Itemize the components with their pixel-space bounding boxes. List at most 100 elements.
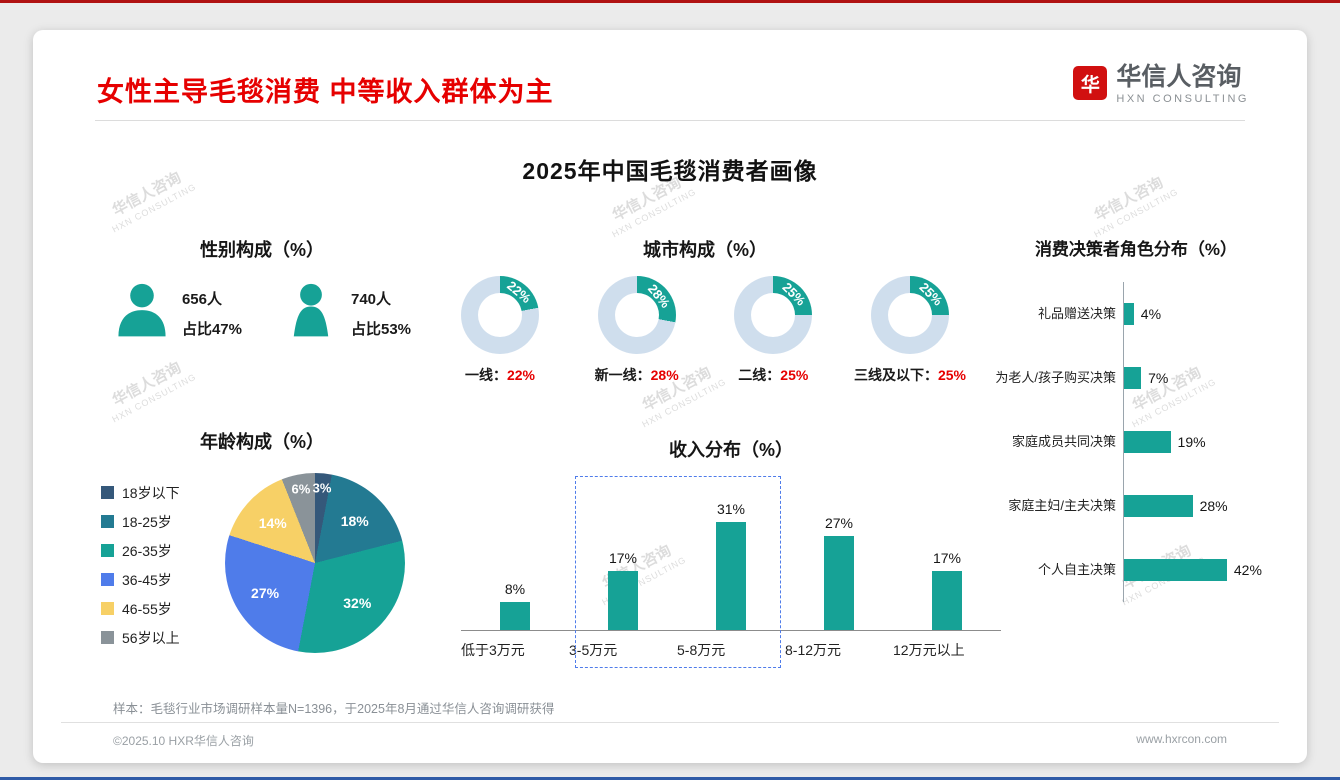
donut-caption: 三线及以下：25% (854, 365, 966, 385)
decision-row: 家庭主妇/主夫决策 28% (981, 474, 1291, 538)
donut-caption-label: 新一线： (594, 367, 651, 383)
donut-hole (751, 293, 796, 337)
donut-chart: 28% (597, 276, 676, 354)
gender-section: 性别构成（%） 656人占比47% 740人占比53% (97, 236, 427, 347)
age-section: 年龄构成（%） 18岁以下 18-25岁 26-35岁 36-45岁 46-55岁 56岁… (97, 428, 427, 710)
income-section: 收入分布（%） 8% 17% 31% 27% 17% 低于3万元 3-5万元 5-8万元 8-… (461, 436, 1001, 668)
legend-swatch (101, 544, 114, 557)
decision-section-title: 消费决策者角色分布（%） (1034, 240, 1238, 259)
footer-copyright: ©2025.10 HXR华信人咨询 (113, 734, 254, 748)
decision-category-label: 为老人/孩子购买决策 (995, 369, 1116, 385)
bottom-accent-bar (0, 777, 1340, 780)
sample-footnote: 样本：毛毯行业市场调研样本量N=1396，于2025年8月通过华信人咨询调研获得 (113, 702, 555, 716)
watermark-subtext: HXN CONSULTING (1092, 186, 1180, 240)
donut-chart: 22% (461, 276, 539, 354)
income-bar (716, 521, 746, 630)
gender-count: 740人 (351, 291, 392, 308)
pie-slice-label: 3% (312, 480, 332, 496)
income-bar-slot: 17% (569, 549, 677, 630)
decision-bar-area: 19% (1123, 410, 1291, 474)
decision-bar-area: 28% (1123, 474, 1291, 538)
donut-caption: 新一线：28% (595, 365, 679, 385)
legend-swatch (101, 602, 114, 615)
donut-block: 25% 二线：25% (708, 276, 838, 385)
legend-swatch (101, 631, 114, 644)
donut-block: 22% 一线：22% (435, 276, 565, 385)
income-bar (608, 570, 638, 630)
decision-value-label: 28% (1199, 498, 1228, 514)
donut-caption-label: 二线： (738, 367, 781, 383)
income-bar (932, 570, 962, 630)
income-value-label: 27% (824, 514, 854, 531)
gender-share: 占比47% (181, 321, 242, 338)
income-section-title: 收入分布（%） (668, 440, 793, 460)
age-section-title: 年龄构成（%） (199, 432, 324, 452)
income-category-label: 12万元以上 (893, 642, 965, 658)
header-divider (95, 120, 1245, 121)
donut-hole (614, 293, 659, 337)
decision-value-label: 42% (1233, 562, 1262, 578)
pie-slice-label: 14% (258, 515, 287, 532)
logo-icon: 华 (1073, 66, 1108, 100)
logo: 华 华信人咨询 HXN CONSULTING (1073, 64, 1249, 105)
decision-value-label: 7% (1148, 370, 1169, 386)
pie-slice-label: 32% (343, 594, 372, 611)
donut-caption-value: 22% (506, 367, 536, 383)
donut-caption: 二线：25% (738, 365, 808, 385)
income-category-label: 3-5万元 (569, 642, 618, 658)
legend-swatch (101, 515, 114, 528)
donut-hole (887, 293, 932, 337)
income-value-label: 31% (716, 500, 746, 517)
legend-swatch (101, 486, 114, 499)
decision-row: 礼品赠送决策 4% (981, 282, 1291, 346)
donut-chart: 25% (734, 276, 813, 354)
income-bar-slot: 31% (677, 500, 785, 630)
main-chart-title: 2025年中国毛毯消费者画像 (522, 158, 818, 184)
income-category-label: 低于3万元 (461, 642, 525, 658)
legend-item: 18岁以下 (101, 478, 180, 507)
pie-slice-label: 6% (291, 481, 311, 497)
income-bar-slot: 27% (785, 514, 893, 630)
legend-label: 18岁以下 (122, 484, 180, 501)
legend-item: 36-45岁 (101, 565, 180, 594)
income-bar-chart: 8% 17% 31% 27% 17% 低于3万元 3-5万元 5-8万元 8-12万元 12万元… (461, 476, 1001, 668)
gender-section-title: 性别构成（%） (199, 240, 324, 260)
donut-chart: 25% (870, 276, 949, 354)
decision-section: 消费决策者角色分布（%） 礼品赠送决策 4% 为老人/孩子购买决策 7% 家庭成员共同决… (981, 235, 1291, 602)
logo-subtitle: HXN CONSULTING (1116, 93, 1249, 106)
gender-group-female: 740人占比53% (282, 280, 411, 347)
footer-divider (61, 722, 1279, 723)
gender-items: 656人占比47% 740人占比53% (97, 280, 427, 347)
footer-website: www.hxrcon.com (1136, 732, 1227, 746)
top-accent-bar (0, 0, 1340, 3)
decision-bar (1124, 495, 1193, 517)
decision-category-label: 礼品赠送决策 (1037, 305, 1116, 321)
gender-share: 占比53% (351, 321, 412, 338)
income-category-label: 5-8万元 (677, 642, 726, 658)
female-icon (282, 280, 340, 347)
decision-bar (1124, 559, 1227, 581)
decision-row: 家庭成员共同决策 19% (981, 410, 1291, 474)
donut-caption-value: 25% (780, 367, 809, 383)
decision-value-label: 19% (1177, 434, 1206, 450)
donut-caption-value: 25% (937, 367, 966, 383)
income-value-label: 17% (608, 549, 638, 566)
watermark-subtext: HXN CONSULTING (110, 181, 198, 235)
slide-card: 华信人咨询 HXN CONSULTING 华信人咨询 HXN CONSULTING 华信… (33, 30, 1307, 763)
donut-block: 28% 新一线：28% (572, 276, 702, 385)
decision-category-label: 家庭成员共同决策 (1011, 433, 1116, 449)
pie-slice-label: 18% (340, 512, 369, 529)
decision-bar-area: 4% (1123, 282, 1291, 346)
watermark-subtext: HXN CONSULTING (110, 371, 198, 425)
watermark-subtext: HXN CONSULTING (610, 186, 698, 240)
logo-texts: 华信人咨询 HXN CONSULTING (1116, 64, 1249, 106)
male-icon (113, 280, 171, 347)
legend-item: 26-35岁 (101, 536, 180, 565)
decision-row: 个人自主决策 42% (981, 538, 1291, 602)
decision-row: 为老人/孩子购买决策 7% (981, 346, 1291, 410)
decision-value-label: 4% (1140, 306, 1162, 322)
gender-count: 656人 (181, 291, 222, 308)
legend-label: 46-55岁 (122, 600, 172, 617)
decision-bar (1124, 431, 1171, 453)
